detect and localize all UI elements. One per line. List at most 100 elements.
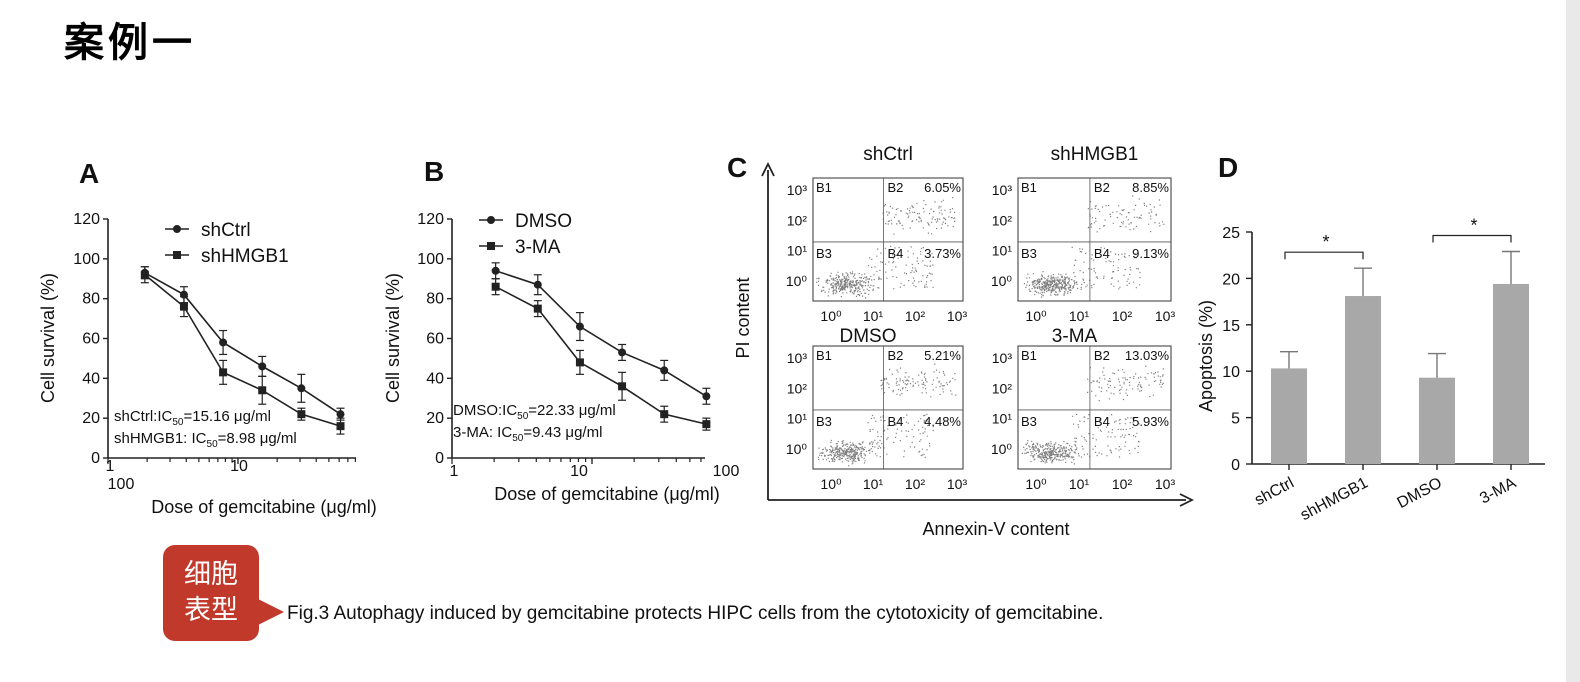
data-point-square [491,282,500,291]
quadrant-label-b1: B1 [1021,348,1037,363]
badge-line-1: 细胞 [184,559,238,590]
y-tick-label: 5 [1231,411,1240,428]
y-tick-label: 0 [435,450,444,467]
quadrant-label-b1: B1 [1021,180,1037,195]
y-axis-label: Apoptosis (%) [1196,300,1216,412]
y-tick-label: 10⁰ [786,273,808,289]
y-tick-label: 10³ [787,182,808,198]
panel-d-bar-chart: 0 5 10 15 20 25 Apoptosis (%) shCtrl shHMGB1 DMSO… [1196,215,1545,524]
ic50-annotation: shCtrl:IC50=15.16 μg/ml [114,408,271,428]
flow-plot-3-ma: 3-MA B1 B2 B3 B4 13.03% 5.93% 10⁰ 10⁰ 10¹ 10¹ 10² 10… [991,326,1176,492]
figure-caption: Fig.3 Autophagy induced by gemcitabine p… [287,603,1104,624]
quadrant-label-b3: B3 [1021,246,1037,261]
bar-shctrl [1271,368,1307,464]
data-point-square [258,386,267,395]
cell-phenotype-badge: 细胞 表型 [163,545,259,641]
legend-label: shHMGB1 [201,246,289,267]
y-tick-label: 10¹ [787,243,808,259]
quadrant-label-b2: B2 [1094,180,1110,195]
y-tick-label: 15 [1222,318,1240,335]
flow-plot-title: 3-MA [1052,326,1098,347]
y-tick-label: 10³ [992,350,1013,366]
data-point-circle [618,348,627,357]
quadrant-value-b2: 5.21% [924,348,961,363]
x-tick-label: 1 [106,458,115,475]
data-point-circle [660,366,669,375]
bar-dmso [1419,377,1455,464]
x-tick-label: 10² [1112,476,1133,492]
flow-plot-frame [812,345,964,470]
y-tick-label: 20 [1222,271,1240,288]
x-tick-label: 3-MA [1477,474,1519,507]
y-tick-label: 100 [417,251,444,268]
panel-letter-a: A [79,158,99,189]
data-point-square [219,368,228,377]
quadrant-label-b1: B1 [816,180,832,195]
series-line-shhmgb1 [144,274,341,427]
flow-plot-title: DMSO [840,326,897,347]
data-point-square [618,382,627,391]
data-point-square [140,270,149,279]
x-tick-label: 100 [713,463,740,480]
quadrant-value-b4: 4.48% [924,414,961,429]
series-line-3-ma [495,286,707,425]
legend-marker [487,242,495,250]
pi-axis-arrow [761,161,775,177]
flow-plot-title: shCtrl [863,144,913,165]
legend-label: 3-MA [515,237,561,258]
legend-label: DMSO [515,211,572,232]
y-tick-label: 40 [82,370,100,387]
x-tick-label: 10¹ [1069,308,1090,324]
y-tick-label: 10³ [992,182,1013,198]
significance-star: * [1322,232,1329,252]
y-tick-label: 10³ [787,350,808,366]
x-tick-label: 10² [905,476,926,492]
data-point-circle [336,410,345,419]
x-tick-label: 10¹ [863,476,884,492]
legend-marker [487,216,495,224]
y-tick-label: 10¹ [992,243,1013,259]
panel-letter-d: D [1218,152,1238,183]
slide-title: 案例一 [64,19,196,66]
x-tick-label: 10³ [947,308,968,324]
event-dots [816,197,956,299]
y-tick-label: 20 [426,410,444,427]
y-tick-label: 20 [82,410,100,427]
annexin-axis-arrow [1179,493,1195,507]
panel-letter-c: C [727,152,747,183]
y-tick-label: 10² [787,380,808,396]
data-point-circle [533,280,542,289]
significance-star: * [1470,215,1477,235]
flow-plot-frame [1017,345,1172,470]
legend-label: shCtrl [201,220,251,241]
x-tick-label: 10 [230,458,248,475]
y-axis-label: Cell survival (%) [383,273,403,403]
y-tick-label: 100 [73,251,100,268]
quadrant-label-b1: B1 [816,348,832,363]
data-point-square [336,422,345,431]
x-tick-label: DMSO [1395,475,1445,513]
flow-plot-frame [1017,177,1172,302]
y-tick-label: 0 [1231,457,1240,474]
quadrant-label-b3: B3 [816,246,832,261]
y-tick-label: 10⁰ [786,441,808,457]
quadrant-label-b2: B2 [888,348,904,363]
quadrant-value-b2: 6.05% [924,180,961,195]
y-tick-label: 40 [426,370,444,387]
data-point-circle [702,392,711,401]
data-point-circle [258,362,267,371]
quadrant-label-b4: B4 [1094,414,1110,429]
x-axis-label: Dose of gemcitabine (μg/ml) [494,484,719,504]
series-line-dmso [495,270,707,397]
x-tick-label: 1 [450,463,459,480]
quadrant-label-b3: B3 [1021,414,1037,429]
significance-bracket [1432,234,1512,243]
x-tick-label: 10 [570,463,588,480]
quadrant-value-b4: 9.13% [1132,246,1169,261]
data-point-circle [575,322,584,331]
quadrant-value-b4: 3.73% [924,246,961,261]
x-tick-label: 10⁰ [1025,308,1047,324]
x-tick-label: shHMGB1 [1298,474,1371,524]
y-axis-label: Cell survival (%) [38,273,58,403]
